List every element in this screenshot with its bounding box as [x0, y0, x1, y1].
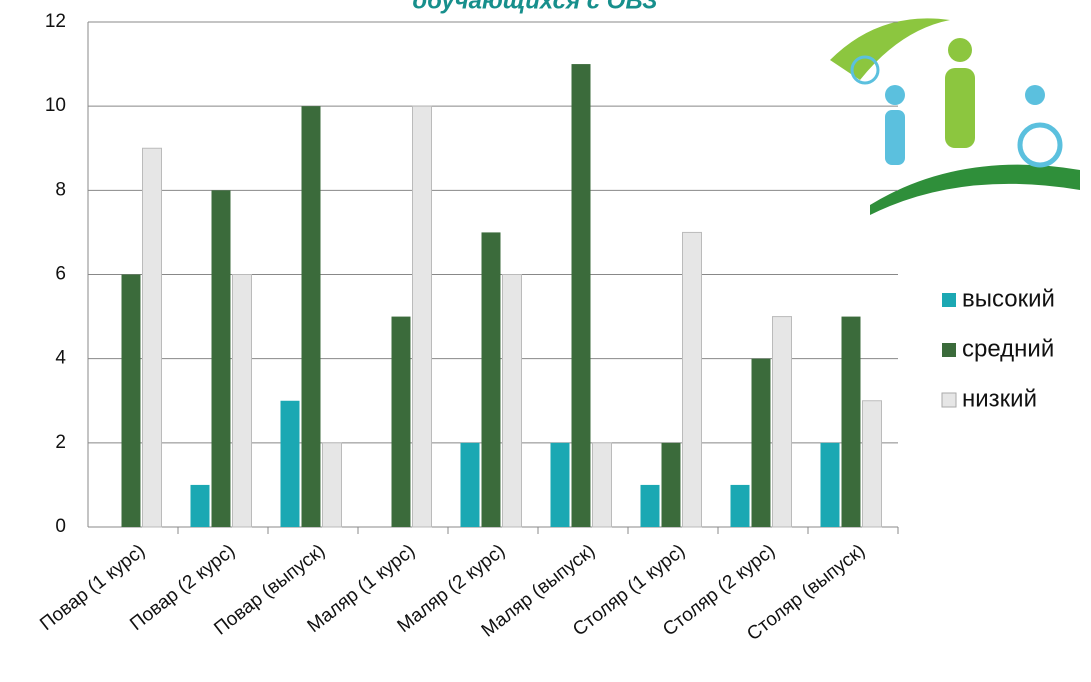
logo: [830, 18, 1080, 215]
bar: [820, 442, 840, 527]
y-tick-label: 6: [55, 264, 66, 285]
legend-swatch: [941, 392, 957, 408]
bar: [391, 316, 411, 527]
bar: [232, 274, 252, 528]
bar: [661, 442, 681, 527]
bar: [460, 442, 480, 527]
y-tick-label: 2: [55, 432, 66, 453]
bar: [211, 190, 231, 528]
bar: [571, 64, 591, 527]
bar: [502, 274, 522, 528]
y-tick-label: 4: [55, 348, 66, 369]
bar: [682, 231, 702, 528]
bar: [412, 105, 432, 528]
legend-label: высокий: [962, 285, 1055, 312]
bar: [862, 400, 882, 528]
y-tick-label: 12: [45, 11, 66, 32]
bar: [481, 232, 501, 527]
legend-label: средний: [962, 335, 1054, 362]
bar: [730, 484, 750, 527]
bar: [190, 484, 210, 527]
chart-title: обучающихся с ОВЗ: [412, 0, 657, 14]
y-tick-label: 0: [55, 516, 66, 537]
bar: [751, 358, 771, 527]
bar: [772, 316, 792, 528]
bar: [280, 400, 300, 527]
bar: [322, 442, 342, 528]
y-tick-label: 10: [45, 95, 66, 116]
y-tick-label: 8: [55, 179, 66, 200]
bar: [640, 484, 660, 527]
legend-swatch: [942, 343, 956, 357]
bar: [592, 442, 612, 528]
legend-label: низкий: [962, 385, 1037, 412]
bar: [841, 316, 861, 527]
legend-swatch: [942, 293, 956, 307]
bar: [121, 274, 141, 527]
bar: [301, 106, 321, 528]
bar: [142, 147, 162, 528]
bar: [550, 442, 570, 527]
